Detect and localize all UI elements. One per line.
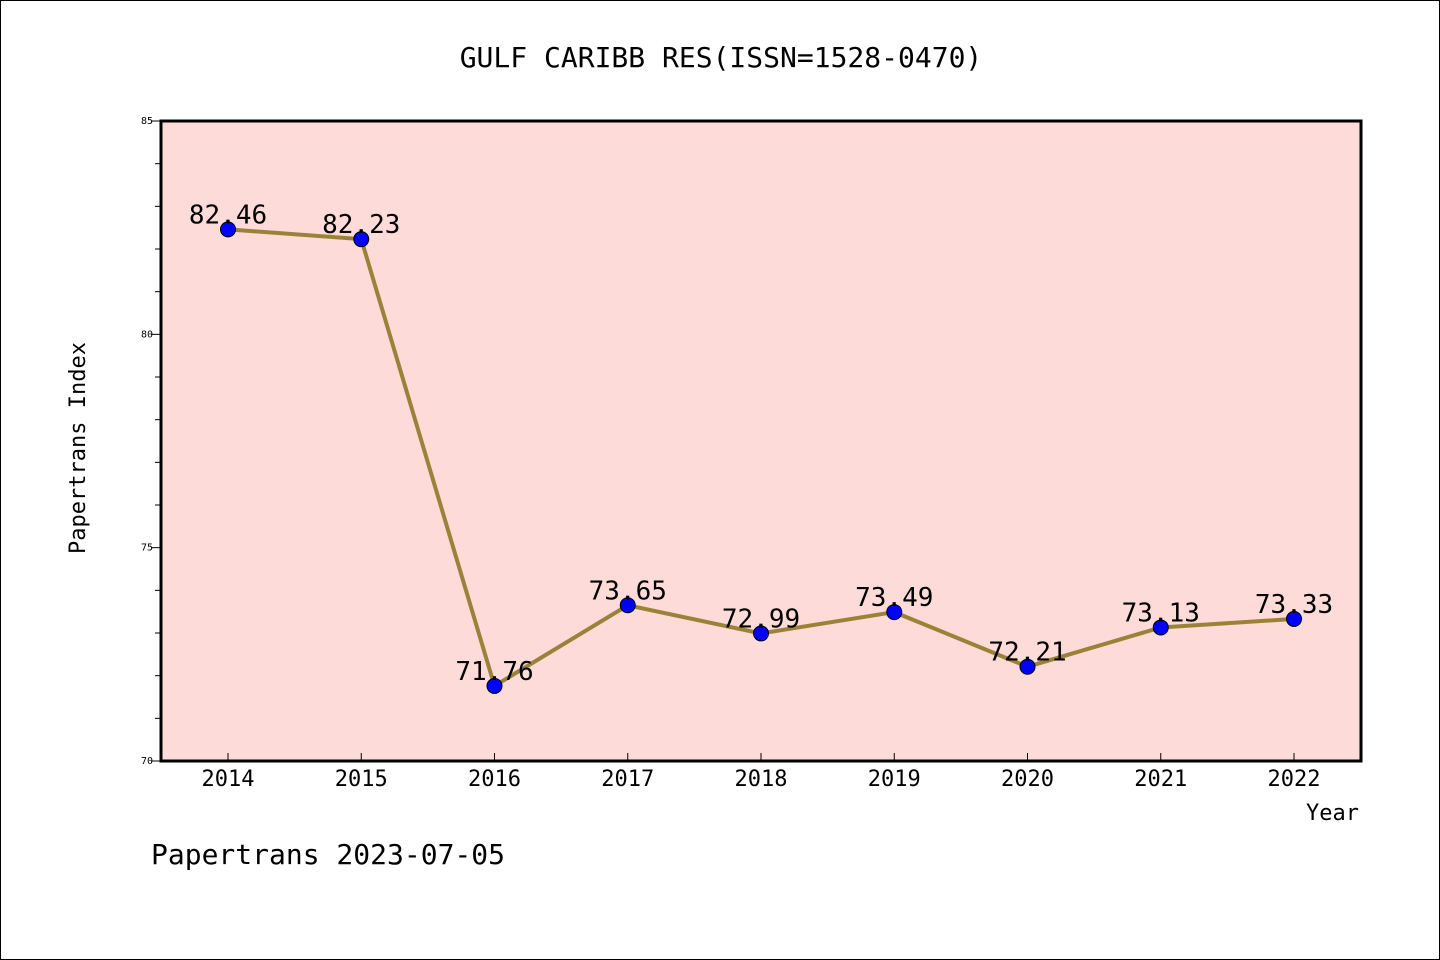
x-tick-label: 2018 (735, 767, 788, 792)
footer-text: Papertrans 2023-07-05 (151, 838, 505, 871)
x-tick-label: 2021 (1134, 767, 1187, 792)
data-point (1286, 610, 1302, 627)
plot-border (159, 119, 1363, 763)
data-point (753, 625, 769, 642)
data-markers (220, 221, 1302, 694)
x-tick-label: 2019 (868, 767, 921, 792)
data-label: 73.65 (589, 576, 667, 606)
data-label: 82.46 (189, 200, 267, 230)
data-point (1152, 619, 1169, 636)
x-tick-label: 2015 (335, 767, 388, 792)
data-point (353, 231, 370, 248)
data-label: 72.99 (722, 604, 800, 634)
x-axis-ticks: 2014 2015 2016 2017 2018 2019 2020 2021 2022 (202, 753, 1321, 792)
y-axis-label: Papertrans Index (66, 342, 91, 554)
chart-title: GULF CARIBB RES(ISSN=1528-0470) (460, 41, 983, 74)
x-tick-label: 2014 (202, 767, 255, 792)
data-point (1019, 658, 1036, 675)
data-label: 73.33 (1255, 590, 1333, 620)
data-point (619, 597, 636, 614)
y-tick-label: 80 (141, 329, 153, 340)
data-label: 71.76 (455, 657, 533, 687)
y-axis-ticks: 70 75 80 85 (141, 116, 161, 767)
x-tick-label: 2017 (601, 767, 654, 792)
y-tick-label: 70 (141, 756, 153, 767)
data-label: 73.13 (1122, 598, 1200, 628)
data-point (486, 677, 503, 694)
data-point (220, 221, 236, 238)
data-label: 73.49 (855, 583, 933, 613)
x-axis-label: Year (1306, 801, 1359, 826)
x-tick-label: 2016 (468, 767, 521, 792)
y-tick-label: 75 (141, 543, 153, 554)
plot-area (161, 121, 1361, 761)
x-tick-label: 2020 (1001, 767, 1054, 792)
data-label: 72.21 (988, 638, 1066, 668)
data-labels: 82.46 82.23 71.76 73.65 72.99 73.49 72.21 73.13… (189, 200, 1333, 687)
x-tick-label: 2022 (1268, 767, 1321, 792)
data-point (886, 604, 903, 621)
y-tick-label: 85 (141, 116, 153, 127)
data-label: 82.23 (322, 210, 400, 240)
